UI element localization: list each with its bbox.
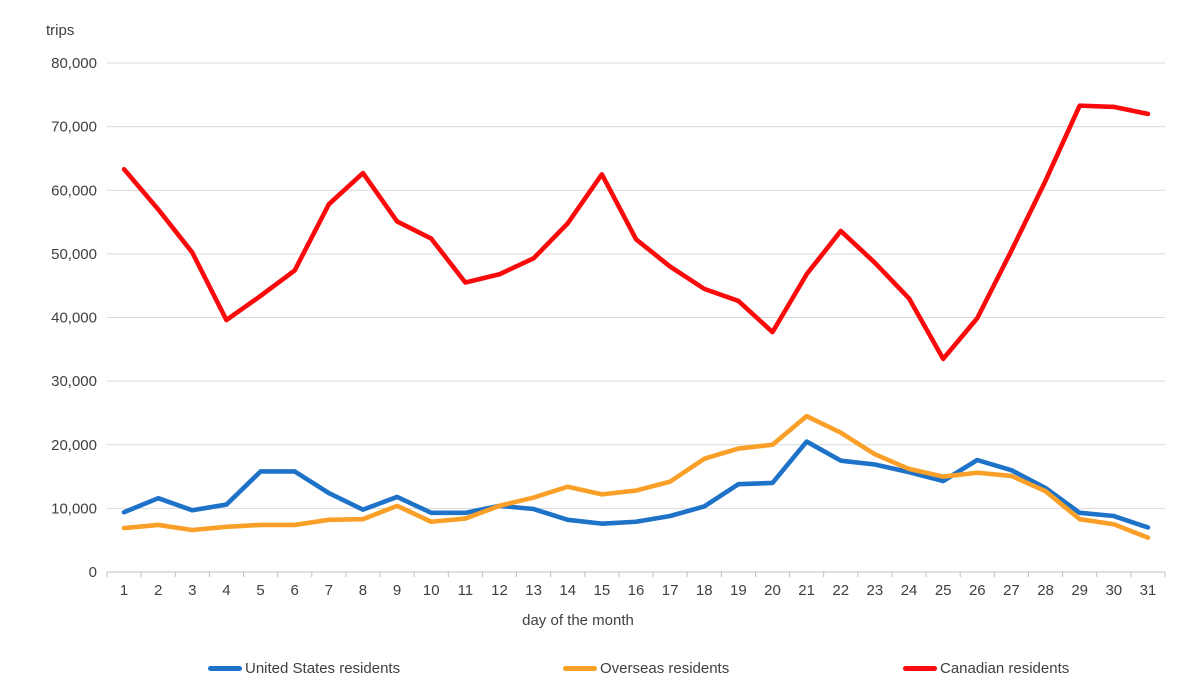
y-axis-title: trips [46, 22, 75, 39]
y-tick-label: 80,000 [51, 55, 97, 72]
x-tick-label: 11 [458, 582, 474, 599]
x-tick-label: 6 [291, 582, 299, 599]
x-axis-title: day of the month [522, 612, 634, 629]
legend-item: Overseas residents [563, 660, 729, 677]
legend-item: United States residents [208, 660, 400, 677]
x-tick-label: 1 [120, 582, 128, 599]
legend-label: Canadian residents [940, 660, 1070, 677]
x-tick-label: 24 [901, 582, 918, 599]
x-tick-label: 23 [867, 582, 884, 599]
x-tick-label: 3 [188, 582, 196, 599]
y-tick-label: 70,000 [51, 119, 97, 136]
y-tick-label: 10,000 [51, 500, 97, 517]
y-tick-label: 50,000 [51, 246, 97, 263]
legend-swatch-line [563, 666, 597, 671]
x-tick-label: 16 [628, 582, 645, 599]
x-tick-label: 25 [935, 582, 952, 599]
overseas-residents-line [121, 413, 1151, 540]
x-tick-label: 12 [491, 582, 508, 599]
chart-legend: United States residents Overseas resident… [0, 660, 1188, 686]
x-tick-label: 10 [423, 582, 440, 599]
y-tick-label: 0 [89, 564, 97, 581]
legend-item: Canadian residents [903, 660, 1069, 677]
y-tick-label: 40,000 [51, 310, 97, 327]
x-tick-label: 18 [696, 582, 713, 599]
legend-label: United States residents [245, 660, 401, 677]
x-tick-label: 4 [222, 582, 230, 599]
x-tick-label: 17 [662, 582, 679, 599]
x-tick-label: 7 [325, 582, 333, 599]
united-states-residents-line [121, 439, 1151, 530]
x-tick-label: 20 [764, 582, 781, 599]
legend-swatch-line [208, 666, 242, 671]
x-tick-label: 30 [1105, 582, 1122, 599]
x-tick-label: 8 [359, 582, 367, 599]
x-tick-label: 29 [1071, 582, 1088, 599]
x-tick-label: 13 [525, 582, 542, 599]
legend-label: Overseas residents [600, 660, 730, 677]
x-tick-label: 9 [393, 582, 401, 599]
y-tick-label: 30,000 [51, 373, 97, 390]
y-tick-label: 20,000 [51, 437, 97, 454]
x-tick-label: 5 [256, 582, 264, 599]
x-tick-label: 14 [559, 582, 576, 599]
x-tick-label: 27 [1003, 582, 1020, 599]
x-tick-label: 2 [154, 582, 162, 599]
y-tick-label: 60,000 [51, 182, 97, 199]
x-tick-label: 15 [594, 582, 611, 599]
x-tick-label: 31 [1140, 582, 1157, 599]
x-tick-label: 19 [730, 582, 747, 599]
canadian-residents-line [121, 103, 1151, 362]
x-tick-label: 28 [1037, 582, 1054, 599]
x-tick-label: 21 [798, 582, 815, 599]
x-tick-label: 26 [969, 582, 986, 599]
x-tick-label: 22 [832, 582, 849, 599]
legend-swatch-line [903, 666, 937, 671]
